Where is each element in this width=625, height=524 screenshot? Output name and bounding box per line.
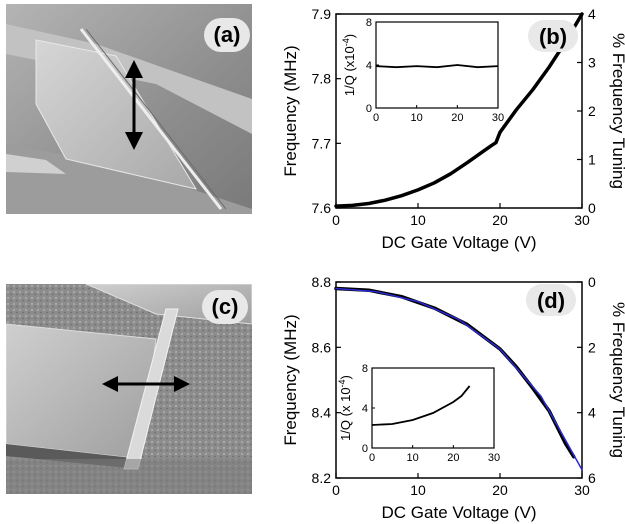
chart-b-inset-xtick-label: 30 <box>492 112 504 124</box>
chart-d-panel-label: (d) <box>537 288 565 313</box>
chart-b-ytick-right-label: 2 <box>588 103 596 119</box>
chart-d-inset-xtick-label: 0 <box>369 452 375 464</box>
chart-d-inset-ytick-label: 0 <box>362 443 368 455</box>
chart-b-ytick-label: 7.9 <box>312 6 332 22</box>
chart-d-series-line <box>335 287 583 471</box>
panel-label-a: (a) <box>204 18 250 52</box>
chart-b-inset-frame <box>375 21 499 109</box>
chart-b-inset-ylabel-close: ) <box>342 34 357 38</box>
chart-d-ytick-label: 8.8 <box>312 274 332 290</box>
chart-d-xtick-label: 20 <box>492 482 508 498</box>
chart-d-ytick-label: 8.6 <box>312 339 332 355</box>
chart-b-series-line <box>334 12 584 208</box>
chart-b-inset-ylabel-main: 1/Q (x10 <box>342 46 357 96</box>
chart-d-xtick-label: 10 <box>410 482 426 498</box>
chart-b-xtick-label: 20 <box>492 212 508 228</box>
chart-b-inset-ytick-label: 4 <box>366 60 372 72</box>
chart-b-inset-series-line <box>375 64 499 69</box>
chart-b-inset-ylabel: 1/Q (x10-4) <box>341 34 357 96</box>
chart-d-ytick-right-label: 6 <box>588 470 596 486</box>
chart-b-ylabel-right: % Frequency Tuning <box>609 33 625 189</box>
chart-b-xtick-label: 0 <box>332 212 340 228</box>
chart-b-ytick-label: 7.8 <box>312 71 332 87</box>
chart-d-inset-ytick-label: 8 <box>362 363 368 375</box>
chart-d-panel-label-bg <box>526 284 576 316</box>
chart-b-inset-xtick-label: 10 <box>411 112 423 124</box>
chart-d-ytick-label: 8.2 <box>312 470 332 486</box>
chart-b-xtick-label: 30 <box>574 212 590 228</box>
chart-d-inset-xtick-label: 20 <box>447 452 459 464</box>
chart-b-ytick-label: 7.6 <box>312 200 332 216</box>
chart-d-plot-frame <box>335 281 583 479</box>
chart-b-inset-xtick-label: 20 <box>451 112 463 124</box>
chart-b-inset-xtick-label: 0 <box>373 112 379 124</box>
panel-label-c: (c) <box>202 290 248 324</box>
chart-b-inset-ytick-label: 8 <box>366 17 372 29</box>
chart-d-ytick-right-label: 0 <box>588 274 596 290</box>
chart-d-ylabel: Frequency (MHz) <box>281 314 300 445</box>
chart-b-xlabel: DC Gate Voltage (V) <box>382 233 537 252</box>
chart-b-panel-label-bg <box>528 20 578 52</box>
chart-d-ytick-right-label: 4 <box>588 405 596 421</box>
chart-d-xlabel: DC Gate Voltage (V) <box>382 503 537 522</box>
chart-d-inset-frame <box>371 367 495 449</box>
chart-b-panel-label: (b) <box>539 24 567 49</box>
chart-d-xtick-label: 0 <box>332 482 340 498</box>
chart-b-ytick-right-label: 0 <box>588 200 596 216</box>
chart-b-xtick-label: 10 <box>410 212 426 228</box>
chart-d-inset-ylabel-main: 1/Q (x 10 <box>338 387 353 440</box>
chart-b-inset-ytick-label: 0 <box>366 103 372 115</box>
sem-image-a: (a) <box>6 4 252 214</box>
chart-b-ytick-right-label: 1 <box>588 152 596 168</box>
chart-d-inset-series-line <box>371 385 471 426</box>
chart-b-ytick-right-label: 4 <box>588 6 596 22</box>
chart-d-inset-ylabel-exponent: -4 <box>337 379 347 387</box>
chart-b-ylabel: Frequency (MHz) <box>281 45 300 176</box>
chart-d-inset-xtick-label: 10 <box>407 452 419 464</box>
chart-d-ylabel-right: % Frequency Tuning <box>609 302 625 458</box>
chart-b-ytick-right-label: 3 <box>588 55 596 71</box>
chart-b-ytick-label: 7.7 <box>312 135 332 151</box>
chart-d-inset-ylabel: 1/Q (x 10-4) <box>337 375 353 441</box>
chart-d-inset-ytick-label: 4 <box>362 403 368 415</box>
chart-d-xtick-label: 30 <box>574 482 590 498</box>
chart-d-inset-ylabel-close: ) <box>338 375 353 379</box>
chart-b-inset-ylabel-exponent: -4 <box>341 38 351 46</box>
sem-image-c: (c) <box>6 284 252 494</box>
chart-d-ytick-right-label: 2 <box>588 339 596 355</box>
chart-d-inset-xtick-label: 30 <box>488 452 500 464</box>
chart-d-ytick-label: 8.4 <box>312 405 332 421</box>
